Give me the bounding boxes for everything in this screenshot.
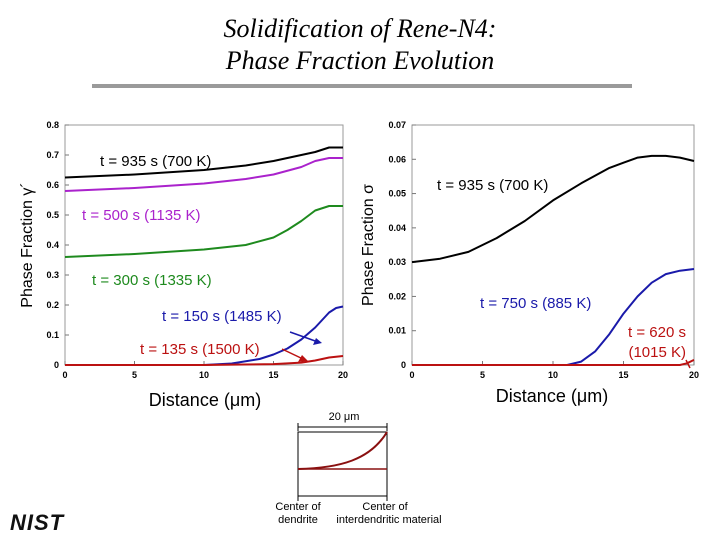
right-y-tick-label: 0.04 xyxy=(388,223,406,233)
left-x-axis-label: Distance (μm) xyxy=(149,390,261,410)
page-title-line1: Solidification of Rene-N4: xyxy=(223,14,497,43)
page-title-line2: Phase Fraction Evolution xyxy=(225,46,495,75)
nist-logo: NIST xyxy=(10,510,65,535)
left-arrow-t135 xyxy=(281,348,304,360)
left-series-2 xyxy=(64,205,343,258)
left-label-t135: t = 135 s (1500 K) xyxy=(140,341,260,358)
right-y-tick-label: 0.06 xyxy=(388,154,406,164)
right-chart: 0 5 10 15 20 0 0.01 0.02 0.03 0.04 0.05 0.06 0.07 Ph… xyxy=(360,120,699,406)
left-series-1 xyxy=(64,157,343,192)
right-x-tick-label: 10 xyxy=(548,370,558,380)
right-y-tick-label: 0.03 xyxy=(388,257,406,267)
left-y-tick-label: 0.5 xyxy=(46,210,59,220)
left-y-tick-label: 0.1 xyxy=(46,330,59,340)
left-label-t500: t = 500 s (1135 K) xyxy=(82,207,201,224)
right-series-0 xyxy=(411,154,695,264)
right-x-tick-label: 15 xyxy=(618,370,628,380)
title-divider xyxy=(92,84,632,88)
right-x-tick-label: 20 xyxy=(689,370,699,380)
right-y-tick-label: 0.07 xyxy=(388,120,406,130)
left-y-tick-label: 0.4 xyxy=(46,240,59,250)
left-x-tick-label: 20 xyxy=(338,370,348,380)
left-arrowhead-t135 xyxy=(298,355,308,362)
right-y-tick-label: 0.05 xyxy=(388,189,406,199)
left-x-tick-label: 5 xyxy=(132,370,137,380)
left-series-4 xyxy=(65,355,344,366)
left-x-tick-label: 10 xyxy=(199,370,209,380)
dendrite-sketch: 20 μm Center of dendrite Center of inter… xyxy=(275,411,441,526)
sketch-left-caption-line1: Center of xyxy=(275,501,321,513)
sketch-right-caption-line2: interdendritic material xyxy=(336,514,441,526)
left-label-t150: t = 150 s (1485 K) xyxy=(162,308,282,325)
left-series-0 xyxy=(64,146,343,179)
left-y-tick-label: 0.8 xyxy=(46,120,59,130)
sketch-left-caption-line2: dendrite xyxy=(278,514,318,526)
sketch-right-caption-line1: Center of xyxy=(362,501,408,513)
right-x-tick-label: 5 xyxy=(480,370,485,380)
right-label-t750: t = 750 s (885 K) xyxy=(480,295,591,312)
left-arrow-t150 xyxy=(289,331,319,343)
right-x-axis-label: Distance (μm) xyxy=(496,386,608,406)
left-y-tick-label: 0.6 xyxy=(46,180,59,190)
left-x-tick-label: 0 xyxy=(62,370,67,380)
left-y-tick-label: 0.7 xyxy=(46,150,59,160)
right-y-axis-label: Phase Fraction σ xyxy=(360,184,377,306)
right-label-t620-line2: (1015 K) xyxy=(628,344,686,361)
right-y-tick-label: 0.02 xyxy=(388,291,406,301)
right-label-t935: t = 935 s (700 K) xyxy=(437,177,548,194)
left-chart: 0 5 10 15 20 0 0.1 0.2 0.3 0.4 0.5 0.6 0.7 0.8 Phase … xyxy=(19,120,348,410)
left-x-tick-label: 15 xyxy=(268,370,278,380)
sketch-scale-label: 20 μm xyxy=(329,411,360,423)
right-arrow-t620 xyxy=(685,359,691,369)
left-label-t300: t = 300 s (1335 K) xyxy=(92,272,212,289)
left-y-tick-label: 0.2 xyxy=(46,300,59,310)
right-y-tick-label: 0.01 xyxy=(388,326,406,336)
left-y-tick-label: 0 xyxy=(54,360,59,370)
left-label-t935: t = 935 s (700 K) xyxy=(100,153,211,170)
right-y-tick-label: 0 xyxy=(401,360,406,370)
left-y-axis-label: Phase Fraction γ´ xyxy=(19,182,36,307)
right-x-tick-label: 0 xyxy=(409,370,414,380)
right-label-t620-line1: t = 620 s xyxy=(628,324,686,341)
left-arrowhead-t150 xyxy=(313,338,322,345)
left-y-tick-label: 0.3 xyxy=(46,270,59,280)
